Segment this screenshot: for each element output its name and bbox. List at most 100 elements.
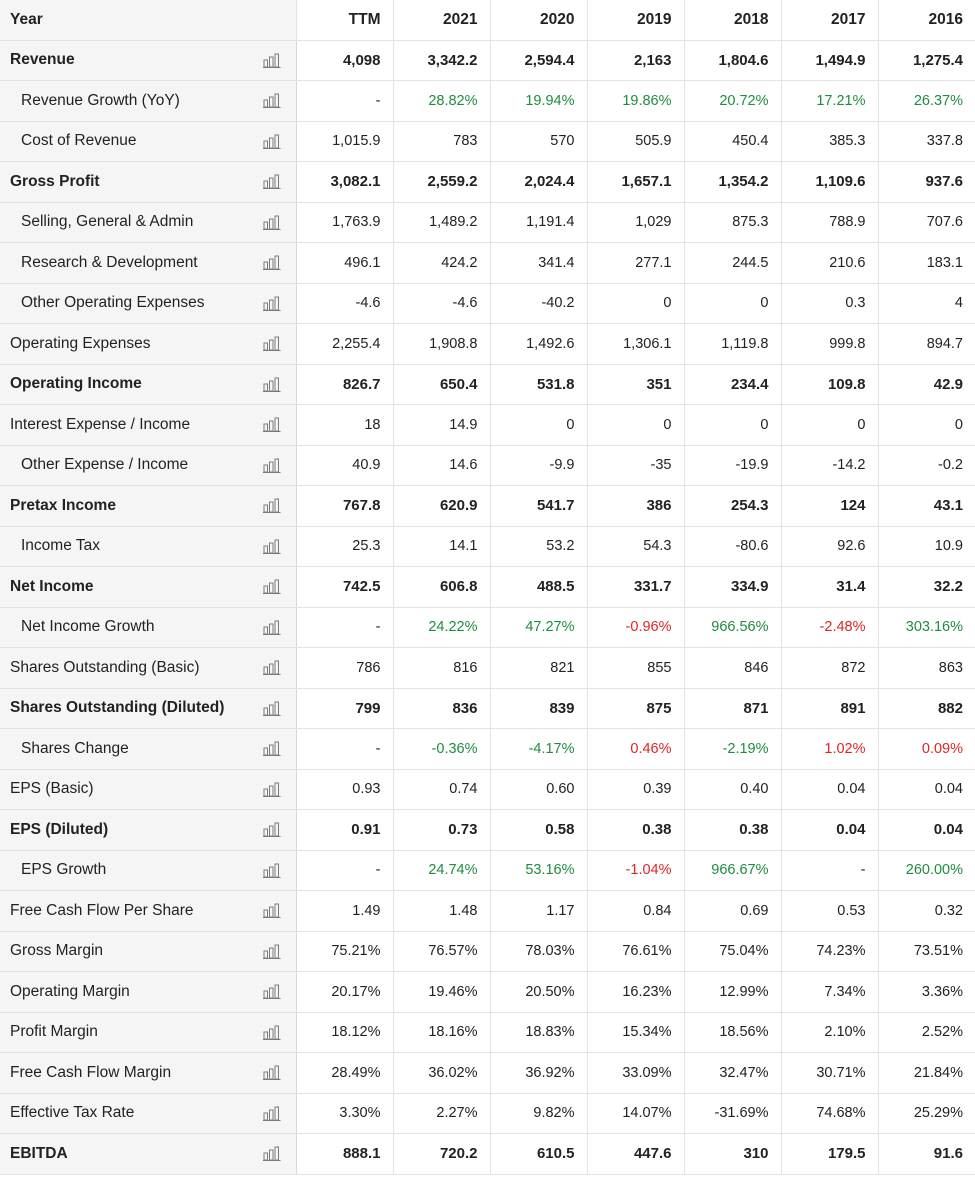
table-cell: -4.17% — [489, 728, 587, 770]
table-cell: 871 — [683, 688, 781, 729]
bar-chart-icon[interactable] — [248, 607, 297, 648]
table-cell: 999.8 — [780, 323, 878, 365]
bar-chart-icon[interactable] — [248, 364, 297, 405]
table-cell: 14.1 — [392, 526, 490, 567]
bar-chart-icon[interactable] — [248, 890, 297, 932]
table-cell: 109.8 — [780, 364, 878, 405]
column-header[interactable]: 2021 — [392, 0, 490, 41]
table-cell: 76.61% — [586, 931, 684, 972]
table-cell: -40.2 — [489, 283, 587, 324]
table-row: Free Cash Flow Per Share 1.49 1.48 1.17 0.84… — [0, 890, 975, 932]
header-icon-spacer — [248, 0, 296, 41]
table-row: Shares Outstanding (Diluted) 799 836 839 875… — [0, 688, 975, 729]
table-cell: 821 — [489, 647, 587, 689]
bar-chart-icon[interactable] — [248, 323, 297, 365]
bar-chart-icon[interactable] — [248, 80, 297, 122]
bar-chart-icon[interactable] — [248, 809, 297, 851]
table-cell: 337.8 — [877, 121, 975, 162]
table-cell: 839 — [489, 688, 587, 729]
table-cell: 21.84% — [877, 1052, 975, 1094]
bar-chart-icon[interactable] — [248, 931, 297, 972]
bar-chart-icon[interactable] — [248, 242, 297, 284]
row-label: EBITDA — [0, 1133, 248, 1175]
table-cell: 0.60 — [489, 769, 587, 810]
row-label: Shares Outstanding (Diluted) — [0, 688, 248, 729]
bar-chart-icon[interactable] — [248, 850, 297, 891]
table-row: EPS (Basic) 0.93 0.74 0.60 0.39 0.40 0.04 0.04 — [0, 769, 975, 810]
column-header[interactable]: 2019 — [586, 0, 684, 41]
bar-chart-icon[interactable] — [248, 971, 297, 1013]
table-cell: 875.3 — [683, 202, 781, 243]
table-cell: 2.52% — [877, 1012, 975, 1053]
bar-chart-icon[interactable] — [248, 769, 297, 810]
bar-chart-icon[interactable] — [248, 647, 297, 689]
table-cell: 4 — [877, 283, 975, 324]
bar-chart-icon[interactable] — [248, 728, 297, 770]
table-cell: 1.02% — [780, 728, 878, 770]
bar-chart-icon[interactable] — [248, 40, 297, 81]
table-body: Revenue 4,098 3,342.2 2,594.4 2,163 1,804.6 1,… — [0, 40, 975, 1175]
bar-chart-icon[interactable] — [248, 1052, 297, 1094]
row-label: Free Cash Flow Per Share — [0, 890, 248, 932]
table-cell: 183.1 — [877, 242, 975, 284]
table-cell: 28.82% — [392, 80, 490, 122]
bar-chart-icon[interactable] — [248, 283, 297, 324]
table-cell: 720.2 — [392, 1133, 490, 1175]
table-cell: 966.56% — [683, 607, 781, 648]
table-cell: 424.2 — [392, 242, 490, 284]
row-label: Research & Development — [0, 242, 248, 284]
row-label: Other Operating Expenses — [0, 283, 248, 324]
bar-chart-icon[interactable] — [248, 485, 297, 527]
table-cell: 836 — [392, 688, 490, 729]
table-cell: 888.1 — [295, 1133, 393, 1175]
row-label: Other Expense / Income — [0, 445, 248, 486]
table-cell: 0.46% — [586, 728, 684, 770]
column-header[interactable]: TTM — [295, 0, 393, 41]
table-cell: 386 — [586, 485, 684, 527]
table-cell: 385.3 — [780, 121, 878, 162]
table-cell: 447.6 — [586, 1133, 684, 1175]
table-cell: 786 — [295, 647, 393, 689]
table-row: Operating Income 826.7 650.4 531.8 351 234.4 1… — [0, 364, 975, 405]
table-cell: 0.93 — [295, 769, 393, 810]
table-cell: 0.38 — [586, 809, 684, 851]
table-cell: 0 — [683, 283, 781, 324]
table-cell: 1,015.9 — [295, 121, 393, 162]
bar-chart-icon[interactable] — [248, 566, 297, 608]
column-header[interactable]: 2017 — [780, 0, 878, 41]
bar-chart-icon[interactable] — [248, 445, 297, 486]
table-row: Interest Expense / Income 18 14.9 0 0 0 0 0 — [0, 404, 975, 446]
bar-chart-icon[interactable] — [248, 161, 297, 203]
table-cell: 3.36% — [877, 971, 975, 1013]
bar-chart-icon[interactable] — [248, 404, 297, 446]
table-cell: 33.09% — [586, 1052, 684, 1094]
bar-chart-icon[interactable] — [248, 1012, 297, 1053]
table-cell: 2.10% — [780, 1012, 878, 1053]
table-cell: 1,275.4 — [877, 40, 975, 81]
bar-chart-icon[interactable] — [248, 1093, 297, 1134]
column-header[interactable]: 2016 — [877, 0, 975, 41]
bar-chart-icon[interactable] — [248, 121, 297, 162]
table-row: Gross Margin 75.21% 76.57% 78.03% 76.61% 75.0… — [0, 931, 975, 972]
row-label: EPS (Basic) — [0, 769, 248, 810]
table-cell: 18 — [295, 404, 393, 446]
table-cell: 24.74% — [392, 850, 490, 891]
table-cell: 1,489.2 — [392, 202, 490, 243]
table-cell: 620.9 — [392, 485, 490, 527]
bar-chart-icon[interactable] — [248, 688, 297, 729]
column-header[interactable]: 2018 — [683, 0, 781, 41]
bar-chart-icon[interactable] — [248, 1133, 297, 1175]
column-header[interactable]: 2020 — [489, 0, 587, 41]
row-label: Profit Margin — [0, 1012, 248, 1053]
table-cell: 531.8 — [489, 364, 587, 405]
table-cell: 0.73 — [392, 809, 490, 851]
table-cell: 36.02% — [392, 1052, 490, 1094]
table-cell: 254.3 — [683, 485, 781, 527]
table-cell: - — [295, 850, 393, 891]
table-cell: 0.39 — [586, 769, 684, 810]
bar-chart-icon[interactable] — [248, 202, 297, 243]
table-cell: 76.57% — [392, 931, 490, 972]
table-cell: 1,354.2 — [683, 161, 781, 203]
bar-chart-icon[interactable] — [248, 526, 297, 567]
table-cell: 0 — [586, 283, 684, 324]
